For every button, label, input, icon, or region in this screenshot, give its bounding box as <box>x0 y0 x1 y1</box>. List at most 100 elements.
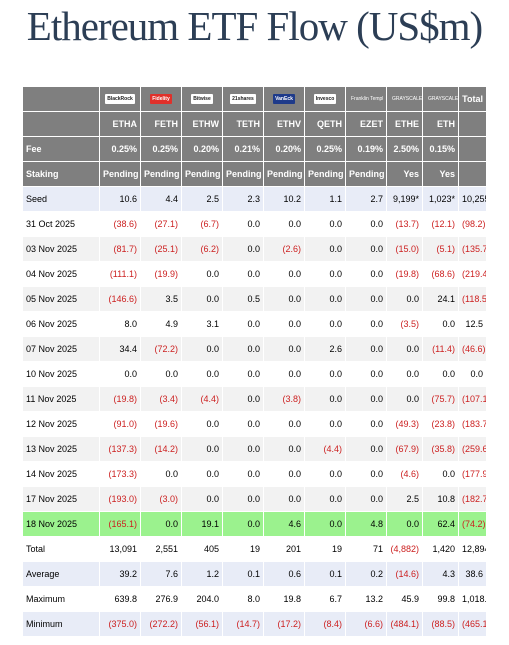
flow-value: (19.9) <box>140 261 182 287</box>
etf-flow-table: BlackRock Fidelity Bitwise 21shares VanEck In… <box>22 86 487 637</box>
flow-value: 0.0 <box>304 361 346 387</box>
flow-row: 06 Nov 2025 8.0 4.9 3.1 0.0 0.0 0.0 0.0 (3.5) 0.0… <box>22 311 487 337</box>
flow-value: 0.0 <box>304 311 346 337</box>
flow-value: 0.0 <box>222 461 264 487</box>
flow-value: (3.8) <box>263 386 305 412</box>
row-date-label: Seed <box>22 186 100 212</box>
flow-value: (182.7) <box>458 486 487 512</box>
flow-value: (3.4) <box>140 386 182 412</box>
fee-value: 0.25% <box>140 136 182 162</box>
flow-value: 0.0 <box>345 461 387 487</box>
staking-value: Pending <box>222 161 264 187</box>
staking-total-cell <box>458 161 487 187</box>
flow-value: (165.1) <box>99 511 141 537</box>
header-logo-row: BlackRock Fidelity Bitwise 21shares VanEck In… <box>22 86 487 112</box>
flow-value: 0.0 <box>140 361 182 387</box>
flow-value: (146.6) <box>99 286 141 312</box>
flow-row: 11 Nov 2025 (19.8) (3.4) (4.4) 0.0 (3.8) 0.0 0.… <box>22 386 487 412</box>
flow-value: 0.0 <box>304 411 346 437</box>
ticker-header: ETH <box>422 111 459 137</box>
flow-value: 0.0 <box>263 336 305 362</box>
flow-value: (2.6) <box>263 236 305 262</box>
issuer-logo-cell: 21shares <box>222 86 264 112</box>
flow-value: 24.1 <box>422 286 459 312</box>
row-date-label: 11 Nov 2025 <box>22 386 100 412</box>
summary-value: 0.1 <box>304 561 346 587</box>
row-date-label: 31 Oct 2025 <box>22 211 100 237</box>
summary-value: (14.7) <box>222 611 264 637</box>
issuer-logo: GRAYSCALE <box>428 96 459 103</box>
flow-value: (68.6) <box>422 261 459 287</box>
summary-value: 39.2 <box>99 561 141 587</box>
flow-value: 0.0 <box>222 236 264 262</box>
row-date-label: 04 Nov 2025 <box>22 261 100 287</box>
issuer-logo-cell: Fidelity <box>140 86 182 112</box>
staking-value: Yes <box>422 161 459 187</box>
flow-value: 0.0 <box>263 361 305 387</box>
flow-value: 0.0 <box>263 486 305 512</box>
flow-value: 0.0 <box>386 386 423 412</box>
summary-value: (484.1) <box>386 611 423 637</box>
summary-value: 19 <box>304 536 346 562</box>
flow-value: 0.0 <box>422 361 459 387</box>
flow-value: 0.0 <box>222 311 264 337</box>
flow-value: 0.0 <box>263 436 305 462</box>
flow-value: 2.5 <box>181 186 223 212</box>
flow-value: 4.6 <box>263 511 305 537</box>
flow-value: (35.8) <box>422 436 459 462</box>
staking-label: Staking <box>22 161 100 187</box>
fee-row: Fee 0.25% 0.25% 0.20% 0.21% 0.20% 0.25% 0.19% 2.… <box>22 136 487 162</box>
flow-value: 0.0 <box>345 261 387 287</box>
issuer-logo: Invesco <box>313 94 337 105</box>
summary-value: (17.2) <box>263 611 305 637</box>
issuer-logo-cell: VanEck <box>263 86 305 112</box>
issuer-logo: Fidelity <box>150 94 172 105</box>
flow-value: (67.9) <box>386 436 423 462</box>
summary-label: Maximum <box>22 586 100 612</box>
total-column-header: Total <box>458 86 487 112</box>
flow-row: 03 Nov 2025 (81.7) (25.1) (6.2) 0.0 (2.6) 0.0 0… <box>22 236 487 262</box>
flow-value: 2.6 <box>304 336 346 362</box>
flow-value: 0.0 <box>304 236 346 262</box>
header-corner-cell <box>22 86 100 112</box>
flow-value: (27.1) <box>140 211 182 237</box>
flow-row: 31 Oct 2025 (38.6) (27.1) (6.7) 0.0 0.0 0.0 0.0… <box>22 211 487 237</box>
row-date-label: 13 Nov 2025 <box>22 436 100 462</box>
summary-value: 1,420 <box>422 536 459 562</box>
row-date-label: 06 Nov 2025 <box>22 311 100 337</box>
fee-total-cell <box>458 136 487 162</box>
fee-value: 0.21% <box>222 136 264 162</box>
flow-value: 0.0 <box>304 386 346 412</box>
flow-value: 0.0 <box>181 336 223 362</box>
flow-value: 0.0 <box>345 236 387 262</box>
flow-value: (19.6) <box>140 411 182 437</box>
staking-value: Pending <box>345 161 387 187</box>
summary-value: 71 <box>345 536 387 562</box>
issuer-logo-cell: BlackRock <box>99 86 141 112</box>
flow-value: 0.0 <box>386 511 423 537</box>
summary-value: 204.0 <box>181 586 223 612</box>
fee-value: 0.20% <box>181 136 223 162</box>
flow-value: 0.0 <box>263 311 305 337</box>
ticker-header: ETHW <box>181 111 223 137</box>
flow-value: 10.8 <box>422 486 459 512</box>
flow-value: (107.1) <box>458 386 487 412</box>
staking-value: Pending <box>263 161 305 187</box>
flow-value: 0.0 <box>263 461 305 487</box>
flow-value: 0.0 <box>345 286 387 312</box>
row-date-label: 17 Nov 2025 <box>22 486 100 512</box>
summary-value: 0.1 <box>222 561 264 587</box>
flow-value: 0.0 <box>422 461 459 487</box>
summary-row: Minimum (375.0) (272.2) (56.1) (14.7) (17.2)(… <box>22 611 487 637</box>
header-ticker-row: ETHA FETH ETHW TETH ETHV QETH EZET ETHE ETH <box>22 111 487 137</box>
flow-value: 0.0 <box>222 511 264 537</box>
flow-value: 0.0 <box>345 361 387 387</box>
flow-value: 10,255 <box>458 186 487 212</box>
issuer-logo: Franklin Templeton <box>351 96 383 103</box>
row-date-label: 18 Nov 2025 <box>22 511 100 537</box>
flow-row: 07 Nov 2025 34.4 (72.2) 0.0 0.0 0.0 2.6 0.0 0.0(… <box>22 336 487 362</box>
summary-value: (14.6) <box>386 561 423 587</box>
fee-value: 0.15% <box>422 136 459 162</box>
flow-value: 34.4 <box>99 336 141 362</box>
issuer-logo-cell: Invesco <box>304 86 346 112</box>
